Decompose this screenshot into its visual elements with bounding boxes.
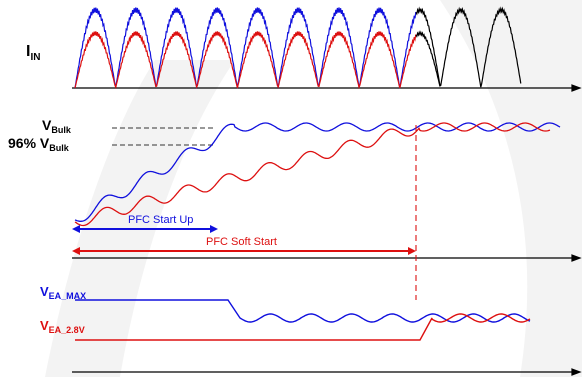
- iin-label: IIN: [26, 43, 40, 63]
- vea-blue-trace: [75, 299, 531, 323]
- watermark-shape-left: [45, 60, 235, 377]
- vbulk-red-trace: [74, 122, 551, 227]
- vea-28v-label: VEA_2.8V: [40, 318, 85, 335]
- pfc-soft-start-label: PFC Soft Start: [206, 236, 277, 248]
- iin-black-trace: [415, 6, 522, 88]
- vbulk-label: VBulk: [42, 117, 72, 135]
- vbulk-blue-trace: [74, 122, 561, 222]
- vea-max-label: VEA_MAX: [40, 284, 86, 301]
- vbulk96-label: 96% VBulk: [8, 135, 70, 153]
- pfc-start-up-arrow: [72, 225, 218, 233]
- vea-axis-arrow: [571, 368, 582, 376]
- iin-red-trace: [74, 31, 417, 90]
- pfc-start-up-label: PFC Start Up: [128, 214, 193, 226]
- watermark-shape-right: [440, 0, 582, 377]
- iin-waveforms: [74, 6, 522, 90]
- iin-axis-arrow: [571, 84, 582, 92]
- vea-red-trace: [75, 313, 531, 341]
- vea-waveforms: [75, 299, 531, 341]
- vbulk-axis-arrow: [571, 254, 582, 262]
- iin-black-small-trace: [415, 30, 441, 87]
- axes: [72, 84, 582, 376]
- vbulk-waveforms: [74, 122, 561, 300]
- pfc-soft-start-arrow: [72, 247, 416, 255]
